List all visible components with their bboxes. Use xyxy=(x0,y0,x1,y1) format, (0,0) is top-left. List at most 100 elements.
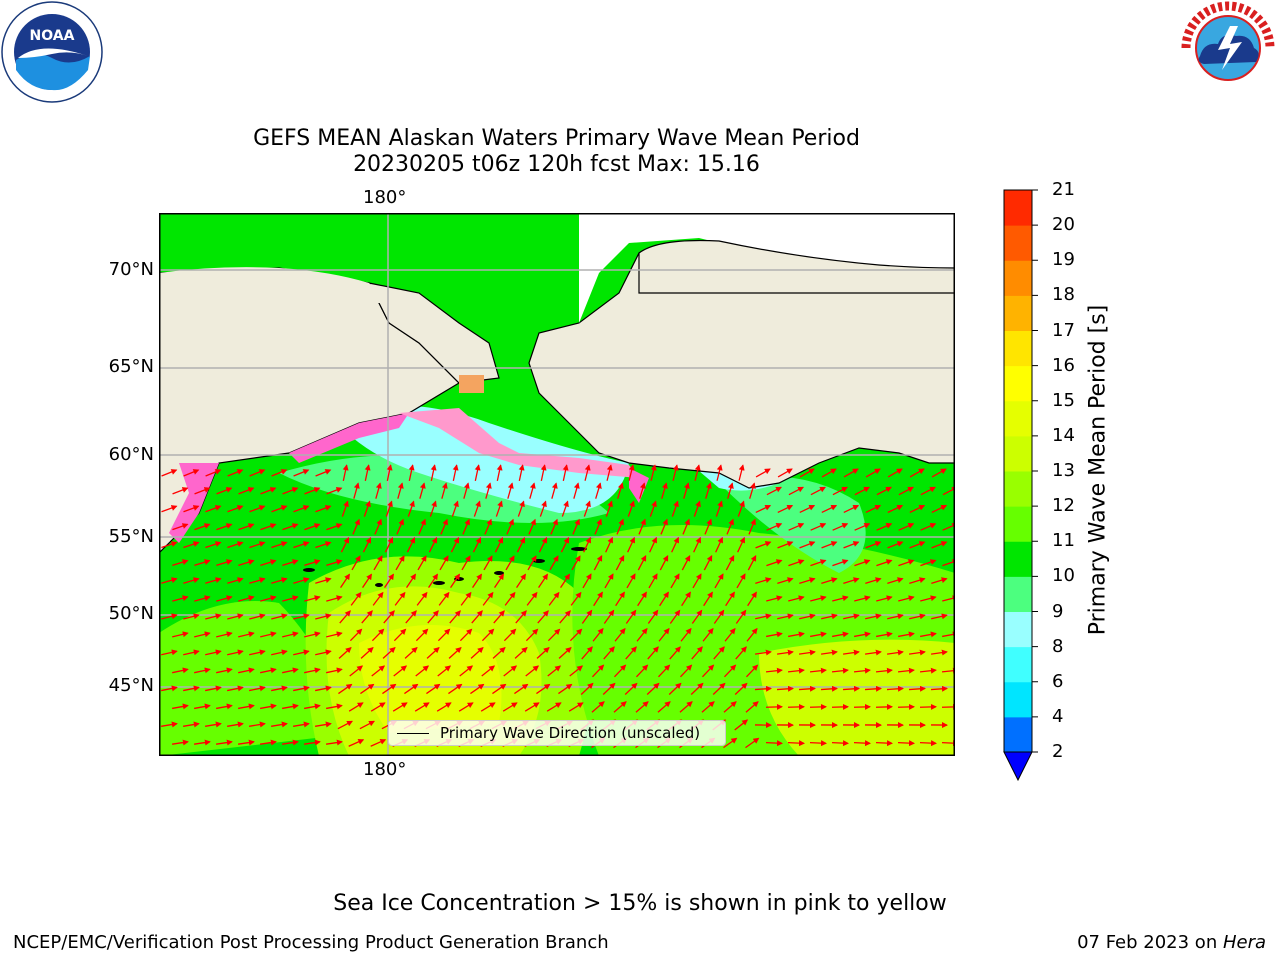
wave-arrow xyxy=(503,665,518,677)
wave-arrow xyxy=(205,469,222,477)
wave-arrow xyxy=(766,486,782,496)
wave-arrow xyxy=(373,555,383,571)
wave-arrow xyxy=(853,740,871,747)
wave-arrow xyxy=(919,740,937,747)
wave-arrow xyxy=(725,555,735,571)
wave-arrow xyxy=(183,505,200,513)
wave-arrow xyxy=(745,737,760,749)
wave-arrow xyxy=(648,573,658,589)
wave-arrow xyxy=(787,740,805,747)
wave-arrow xyxy=(627,536,635,553)
colorbar-tick-label: 8 xyxy=(1052,635,1064,657)
wave-arrow xyxy=(843,613,860,620)
wave-arrow xyxy=(716,464,723,481)
wave-arrow xyxy=(172,523,189,531)
wave-arrow xyxy=(161,541,178,549)
wave-arrow xyxy=(260,667,277,674)
wave-arrow xyxy=(506,518,514,535)
sea-ice-fringe xyxy=(169,463,219,543)
wave-arrow xyxy=(854,486,870,496)
wave-arrow xyxy=(293,541,310,549)
wave-arrow xyxy=(405,610,417,624)
wave-arrow xyxy=(712,682,726,695)
wave-arrow xyxy=(504,591,516,606)
wave-arrow xyxy=(362,536,372,553)
wave-arrow xyxy=(216,595,233,602)
wave-arrow xyxy=(472,573,482,589)
wave-arrow xyxy=(525,628,539,642)
wave-arrow xyxy=(326,487,343,495)
wave-arrow xyxy=(349,628,363,642)
wave-arrow xyxy=(183,649,200,656)
lat-label-70: 70°N xyxy=(108,259,154,280)
wave-arrow xyxy=(382,646,396,659)
wave-arrow xyxy=(605,536,613,553)
wave-arrow xyxy=(238,595,255,602)
wave-arrow xyxy=(351,555,361,571)
wave-arrow xyxy=(194,667,211,674)
map-legend: Primary Wave Direction (unscaled) xyxy=(388,720,726,746)
wave-arrow xyxy=(352,518,360,535)
wave-arrow xyxy=(461,555,471,571)
wave-arrow xyxy=(370,739,387,747)
wave-arrow xyxy=(799,468,815,478)
wave-arrow xyxy=(282,667,299,674)
wave-arrow xyxy=(353,482,360,499)
wave-arrow xyxy=(536,683,551,695)
wave-arrow xyxy=(832,631,849,638)
wave-arrow xyxy=(603,646,615,660)
wave-arrow xyxy=(194,487,211,495)
wave-arrow xyxy=(909,613,926,620)
wave-arrow xyxy=(931,613,948,620)
wave-arrow xyxy=(942,559,955,567)
wave-arrow xyxy=(920,486,936,496)
wave-arrow xyxy=(227,469,244,477)
wave-arrow xyxy=(282,487,299,495)
colorbar-segment xyxy=(1004,435,1032,472)
wave-arrow xyxy=(281,739,299,746)
wave-arrow xyxy=(737,500,745,517)
sea-ice-fringe xyxy=(289,413,409,463)
wave-arrow xyxy=(799,577,816,584)
wave-arrow xyxy=(920,559,937,567)
wave-arrow xyxy=(658,627,670,642)
colorbar-segment xyxy=(1004,646,1032,683)
wave-arrow xyxy=(562,464,569,481)
wave-arrow xyxy=(315,505,332,513)
wave-arrow xyxy=(183,577,200,584)
wave-arrow xyxy=(647,646,659,660)
colorbar-tick-label: 21 xyxy=(1052,179,1075,200)
wave-arrow xyxy=(437,628,451,642)
colorbar-label: Primary Wave Mean Period [s] xyxy=(1085,304,1111,636)
colorbar-tick-label: 14 xyxy=(1052,424,1075,446)
wave-arrow xyxy=(558,646,572,659)
wave-arrow xyxy=(371,665,386,677)
wave-arrow xyxy=(481,665,496,677)
wave-arrow xyxy=(372,591,384,606)
wave-arrow xyxy=(172,703,189,710)
wave-arrow xyxy=(573,482,580,499)
wave-arrow xyxy=(537,610,549,624)
wave-arrow xyxy=(887,613,904,620)
wave-arrow xyxy=(672,464,679,481)
sea-ice-fringe xyxy=(629,468,649,503)
wave-arrow xyxy=(205,505,222,513)
wave-arrow xyxy=(843,541,860,549)
wave-arrow xyxy=(692,573,702,589)
wave-arrow xyxy=(832,523,849,531)
wave-arrow xyxy=(571,555,581,571)
wave-arrow xyxy=(282,523,299,531)
wave-arrow xyxy=(798,685,816,692)
colorbar-tick-label: 6 xyxy=(1052,670,1064,692)
wave-arrow xyxy=(755,613,772,620)
wave-arrow xyxy=(714,573,724,589)
wave-arrow xyxy=(776,685,794,692)
wave-arrow xyxy=(886,685,904,692)
wave-arrow xyxy=(909,541,926,549)
wave-arrow xyxy=(359,720,375,730)
wave-arrow xyxy=(821,504,838,514)
wave-arrow xyxy=(493,610,505,624)
wave-arrow xyxy=(746,664,759,678)
wave-arrow xyxy=(810,559,827,567)
wave-arrow xyxy=(713,609,725,624)
